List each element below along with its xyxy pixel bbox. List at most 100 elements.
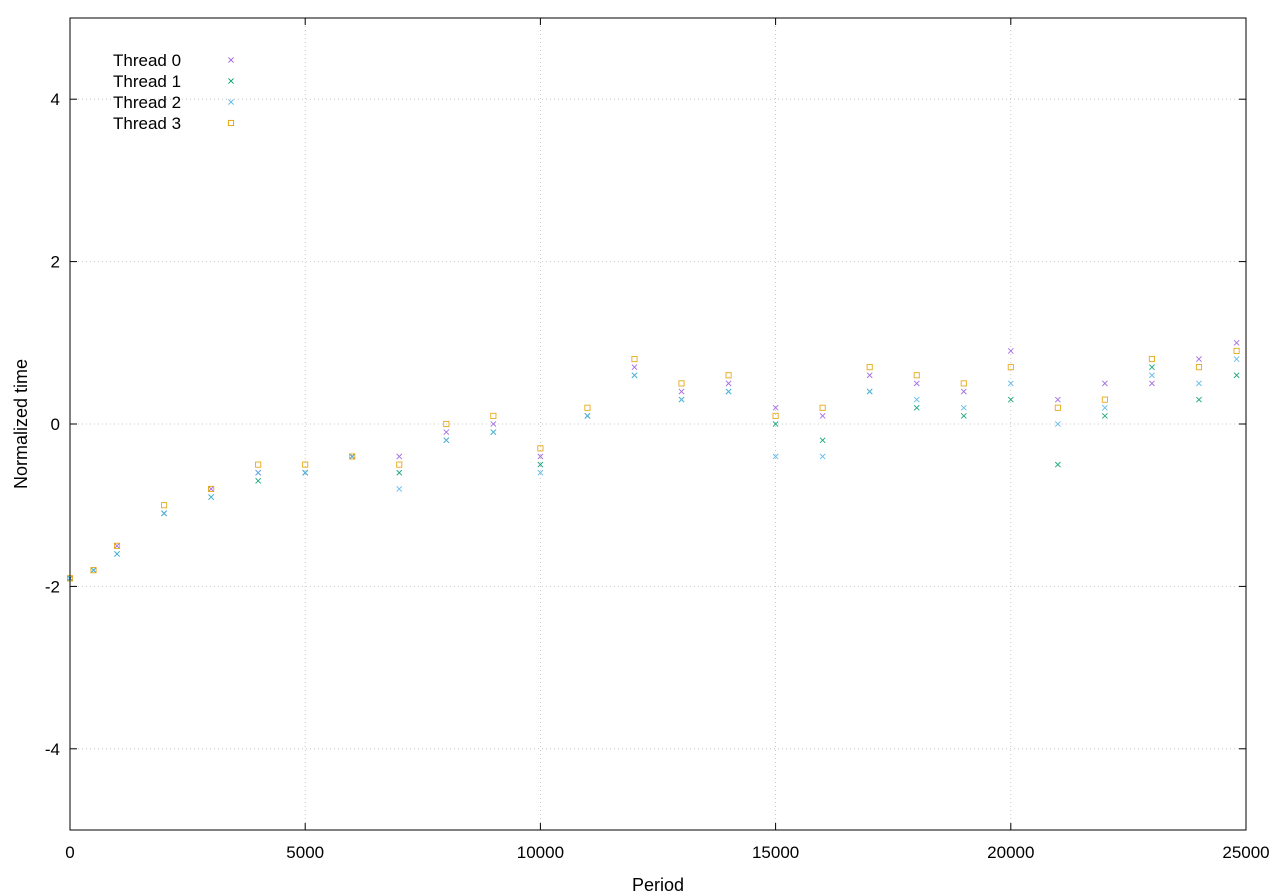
y-tick-label: -2 [45, 577, 60, 596]
data-point [228, 78, 234, 84]
data-point [114, 542, 120, 549]
data-point [1101, 404, 1108, 411]
data-point [772, 412, 779, 419]
legend-label: Thread 1 [113, 72, 181, 91]
data-point [490, 412, 497, 419]
data-point [349, 453, 356, 460]
y-tick-label: -4 [45, 740, 60, 759]
data-point [1149, 364, 1155, 371]
x-tick-label: 15000 [752, 843, 799, 862]
data-point [960, 380, 967, 387]
data-point [90, 567, 97, 574]
data-point [725, 388, 732, 395]
legend-label: Thread 3 [113, 114, 181, 133]
data-point [819, 437, 826, 444]
data-point [161, 502, 168, 509]
data-point [678, 380, 685, 387]
data-point [631, 355, 638, 363]
data-point [678, 388, 685, 395]
y-axis-title: Normalized time [11, 359, 31, 489]
data-point [631, 364, 638, 371]
data-point [772, 421, 779, 427]
data-point [349, 453, 356, 460]
data-point [913, 372, 920, 379]
data-point [208, 485, 215, 493]
data-point [396, 453, 403, 460]
data-point [960, 404, 967, 411]
data-point [1007, 364, 1014, 371]
data-point [396, 469, 403, 476]
data-point [631, 372, 638, 379]
data-point [1007, 380, 1014, 387]
data-point [1054, 461, 1061, 468]
data-point [113, 542, 121, 549]
data-point [1054, 396, 1061, 403]
data-point [537, 453, 544, 460]
data-point [960, 388, 967, 395]
data-point [228, 99, 234, 105]
axis-ticks: 0 5000 10000 15000 20000 25000 -4 -2 0 2 4 [45, 18, 1270, 862]
y-tick-label: 4 [51, 90, 60, 109]
data-point [772, 453, 779, 460]
data-point [255, 469, 262, 476]
x-tick-label: 0 [65, 843, 74, 862]
data-point [208, 486, 215, 492]
legend-label: Thread 0 [113, 51, 181, 70]
data-point [228, 57, 234, 63]
data-point [396, 486, 403, 492]
x-axis-title: Period [632, 875, 684, 895]
data-point [114, 551, 120, 557]
data-point [866, 364, 873, 371]
data-point [913, 404, 920, 411]
data-point [1196, 380, 1202, 387]
data-point [302, 469, 309, 476]
data-point [866, 372, 873, 379]
data-point [1233, 356, 1240, 362]
series-points [66, 347, 1240, 582]
data-point [678, 396, 685, 403]
data-point [1233, 372, 1240, 379]
data-point [208, 494, 215, 500]
data-point [255, 477, 262, 484]
data-point [1196, 356, 1202, 362]
data-point [537, 445, 544, 452]
legend-label: Thread 2 [113, 93, 181, 112]
data-point [255, 461, 262, 468]
data-point [161, 510, 167, 517]
x-tick-label: 20000 [987, 843, 1034, 862]
data-point [1196, 396, 1202, 403]
series-points [67, 339, 1240, 582]
y-tick-label: 0 [51, 415, 60, 434]
data-point [1233, 339, 1240, 346]
data-points [66, 339, 1240, 582]
legend: Thread 0 Thread 1 Thread 2 Thread 3 [113, 51, 235, 133]
y-tick-label: 2 [51, 253, 60, 272]
data-point [537, 461, 544, 468]
data-point [1007, 396, 1014, 403]
series-points [67, 356, 1240, 582]
data-point [490, 421, 497, 427]
data-point [960, 412, 967, 419]
data-point [1149, 380, 1155, 387]
data-point [725, 380, 732, 387]
data-point [90, 567, 97, 574]
data-point [819, 404, 826, 411]
data-point [772, 404, 779, 411]
data-point [1233, 347, 1240, 354]
data-point [1149, 372, 1155, 379]
data-point [396, 461, 403, 468]
data-point [819, 453, 826, 460]
data-point [490, 429, 497, 436]
grid [69, 18, 1247, 830]
x-tick-label: 5000 [286, 843, 324, 862]
data-point [1054, 421, 1061, 427]
data-point [227, 119, 235, 127]
data-point [1101, 396, 1108, 403]
data-point [584, 412, 591, 419]
data-point [584, 404, 591, 411]
data-point [913, 396, 920, 403]
data-point [1007, 348, 1014, 354]
data-point [1148, 355, 1155, 363]
data-point [443, 420, 450, 428]
